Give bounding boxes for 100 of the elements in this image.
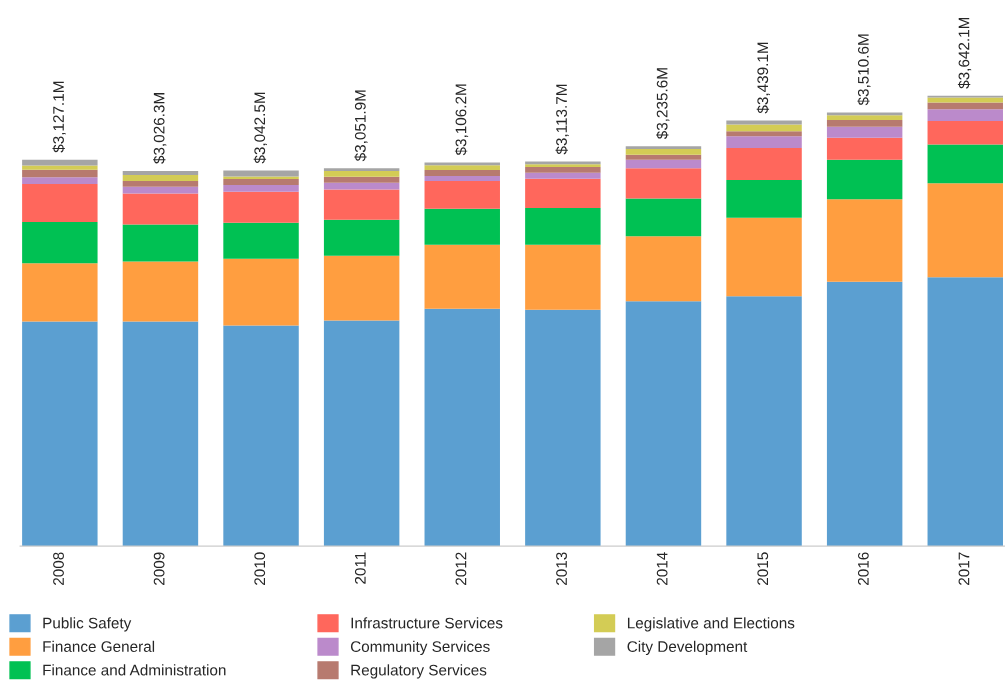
bar (625, 159, 702, 169)
x-tick-label: 2012 (455, 552, 467, 585)
legend-label: Public Safety (43, 617, 132, 632)
bar (22, 263, 98, 322)
bar (223, 325, 299, 547)
bar (625, 148, 702, 155)
bar (826, 159, 903, 200)
x-tick-label: 2016 (857, 552, 869, 585)
annotation: $3,106.2M (454, 84, 469, 156)
bar (525, 172, 601, 179)
bar (726, 179, 802, 218)
bar (424, 165, 500, 171)
bar (826, 115, 903, 121)
bar (726, 217, 802, 297)
bar (424, 308, 500, 547)
bar (323, 255, 400, 321)
bar (122, 170, 199, 176)
bar (726, 131, 802, 137)
bar (826, 137, 903, 160)
bar (927, 144, 1003, 184)
bar (826, 126, 903, 138)
bar (726, 148, 802, 180)
bar (525, 166, 601, 173)
bar (223, 222, 299, 259)
bar (927, 97, 1003, 103)
x-tick-label: 2013 (556, 552, 567, 585)
legend-label: Finance General (43, 640, 155, 652)
annotation: $3,642.1M (957, 17, 972, 89)
bar (323, 219, 400, 256)
bar (424, 175, 500, 181)
bar (22, 321, 98, 547)
x-tick-label: 2014 (656, 552, 668, 585)
bar (122, 180, 199, 187)
bar (122, 261, 199, 322)
bar (122, 193, 199, 225)
bar (625, 168, 702, 199)
x-tick-label: 2010 (254, 552, 266, 585)
bar (22, 159, 98, 166)
bar (927, 120, 1003, 145)
bar (323, 176, 400, 183)
bar (323, 189, 400, 220)
x-tick-label: 2009 (153, 552, 165, 585)
bar (122, 175, 199, 181)
annotation: $3,439.1M (756, 42, 770, 114)
annotation: $3,051.9M (354, 90, 368, 162)
bar (525, 178, 601, 208)
bar (223, 258, 299, 326)
annotation: $3,510.6M (857, 34, 871, 106)
bar (625, 236, 702, 302)
bar (424, 170, 500, 176)
bar (625, 154, 702, 160)
bar (826, 281, 903, 547)
x-tick-label: 2008 (53, 552, 64, 585)
bar (424, 244, 500, 309)
annotation: $3,042.5M (253, 92, 267, 164)
bar (625, 301, 702, 547)
bar (927, 183, 1003, 278)
annotation: $3,127.1M (52, 81, 66, 153)
x-tick-label: 2011 (354, 552, 366, 584)
legend-label: Infrastructure Services (351, 617, 503, 629)
bar (323, 320, 400, 547)
bar (726, 120, 802, 125)
x-tick-label: 2017 (958, 552, 970, 585)
bar (22, 221, 98, 264)
annotation: $3,235.6M (656, 68, 670, 140)
bar (424, 180, 500, 209)
legend-label: Regulatory Services (351, 664, 487, 679)
bar (223, 176, 299, 180)
legend-label: Community Services (350, 640, 490, 656)
bar (223, 191, 299, 223)
bar (525, 244, 601, 310)
x-tick-label: 2015 (757, 552, 769, 585)
bar (726, 296, 802, 547)
bar (122, 321, 199, 547)
bar (525, 207, 601, 245)
bar (323, 168, 400, 171)
bar (223, 184, 299, 192)
bar (22, 177, 98, 185)
bar (826, 112, 903, 116)
annotation: $3,113.7M (555, 84, 569, 155)
bar (122, 224, 199, 262)
bar (22, 165, 98, 170)
bar (122, 186, 199, 194)
bar (323, 170, 400, 177)
legend-label: Legislative and Elections (627, 617, 795, 632)
bar (826, 199, 903, 282)
bar (826, 120, 903, 127)
bar (625, 198, 702, 237)
bar (223, 179, 299, 185)
bar (927, 277, 1003, 547)
bar (22, 184, 98, 222)
bar (525, 309, 601, 547)
annotation: $3,026.3M (153, 93, 167, 164)
legend-label: Finance and Administration (43, 664, 226, 676)
bar (726, 136, 802, 149)
bar (424, 208, 500, 245)
bar (625, 146, 702, 149)
legend-label: City Development (627, 640, 748, 656)
bar (22, 169, 98, 178)
bar (424, 162, 500, 166)
